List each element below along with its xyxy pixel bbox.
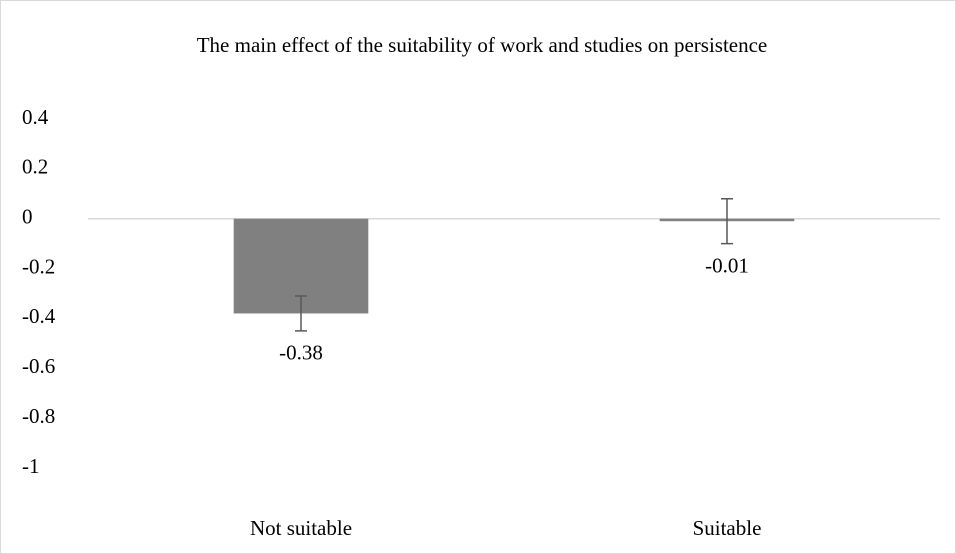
y-tick-label: -1 xyxy=(22,454,40,478)
y-tick-label: 0.2 xyxy=(22,155,48,179)
y-tick-label: -0.6 xyxy=(22,354,55,378)
y-tick-label: 0 xyxy=(22,205,33,229)
y-tick-label: -0.4 xyxy=(22,304,56,328)
y-tick-label: -0.2 xyxy=(22,254,55,278)
x-tick-label: Suitable xyxy=(693,516,762,540)
y-tick-label: 0.4 xyxy=(22,105,49,129)
x-tick-label: Not suitable xyxy=(250,516,352,540)
y-tick-label: -0.8 xyxy=(22,404,55,428)
data-label: -0.01 xyxy=(705,253,749,277)
chart-title: The main effect of the suitability of wo… xyxy=(197,33,768,57)
error-bar xyxy=(721,198,733,245)
error-bar xyxy=(295,295,307,332)
data-label: -0.38 xyxy=(279,341,323,365)
